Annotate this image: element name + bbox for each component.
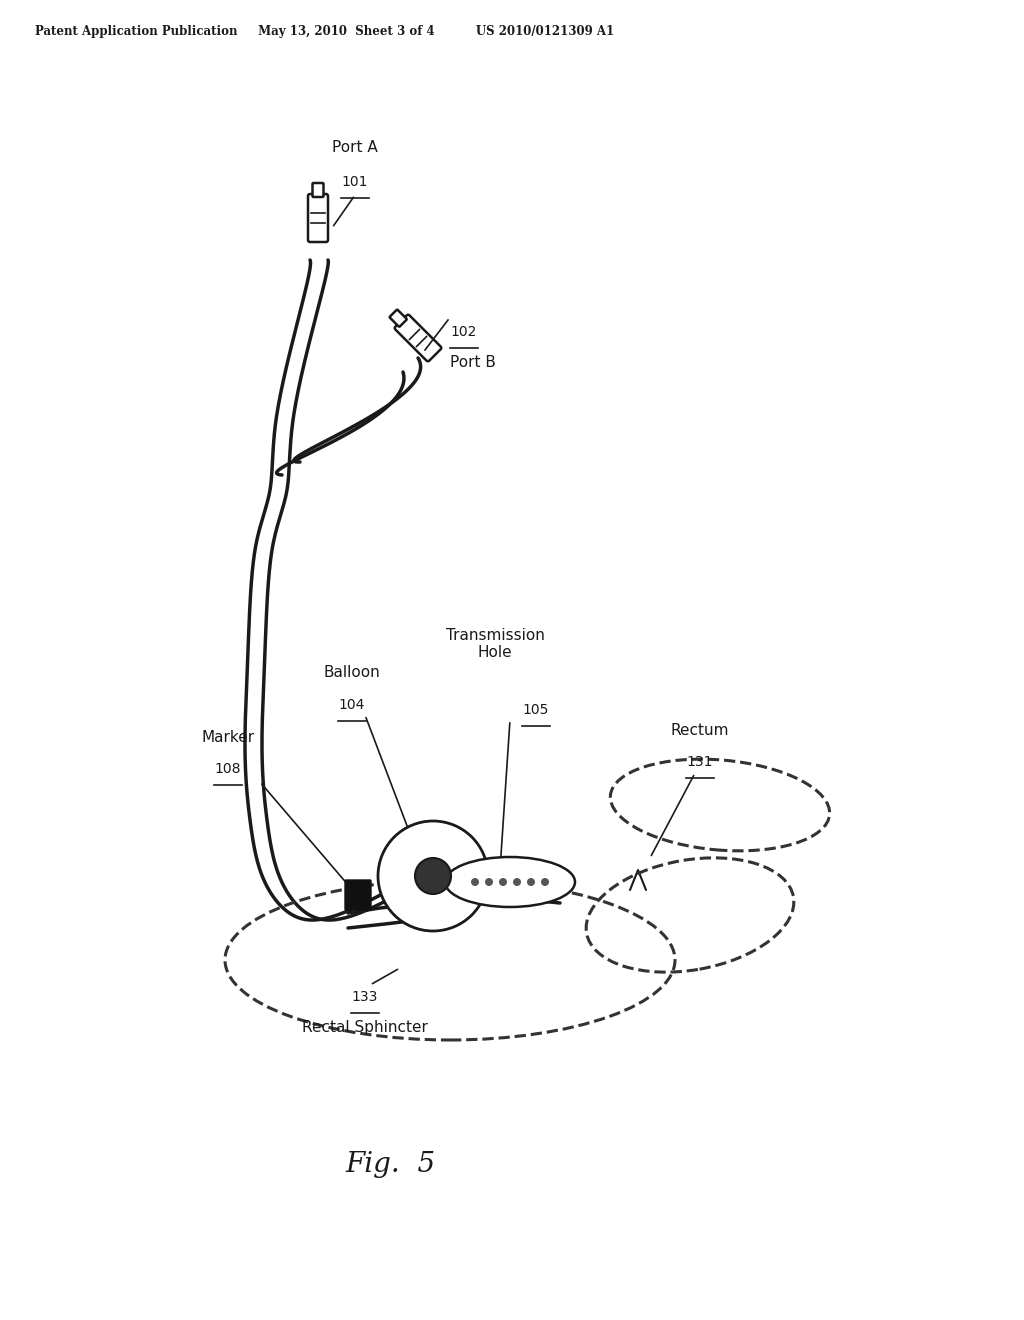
Circle shape (415, 858, 451, 894)
FancyBboxPatch shape (308, 194, 328, 242)
Text: Fig.  5: Fig. 5 (345, 1151, 435, 1179)
FancyBboxPatch shape (390, 310, 407, 326)
Text: 133: 133 (352, 990, 378, 1005)
Ellipse shape (445, 857, 575, 907)
Circle shape (471, 878, 479, 886)
Text: 102: 102 (450, 325, 476, 339)
Text: 104: 104 (339, 698, 366, 711)
FancyBboxPatch shape (394, 314, 441, 362)
Circle shape (485, 878, 493, 886)
Text: 105: 105 (522, 704, 549, 717)
Circle shape (541, 878, 549, 886)
Text: 108: 108 (215, 762, 242, 776)
Text: Marker: Marker (202, 730, 255, 744)
Text: Transmission
Hole: Transmission Hole (445, 627, 545, 660)
Text: 131: 131 (687, 755, 714, 770)
Text: Patent Application Publication     May 13, 2010  Sheet 3 of 4          US 2010/0: Patent Application Publication May 13, 2… (35, 25, 614, 38)
FancyBboxPatch shape (312, 183, 324, 197)
Text: 101: 101 (342, 176, 369, 189)
Circle shape (499, 878, 507, 886)
Circle shape (527, 878, 535, 886)
Text: Port A: Port A (332, 140, 378, 154)
Text: Rectal Sphincter: Rectal Sphincter (302, 1020, 428, 1035)
Text: Balloon: Balloon (324, 665, 380, 680)
Text: Port B: Port B (450, 355, 496, 370)
Text: Rectum: Rectum (671, 723, 729, 738)
Circle shape (513, 878, 521, 886)
FancyBboxPatch shape (345, 880, 371, 909)
Circle shape (378, 821, 488, 931)
